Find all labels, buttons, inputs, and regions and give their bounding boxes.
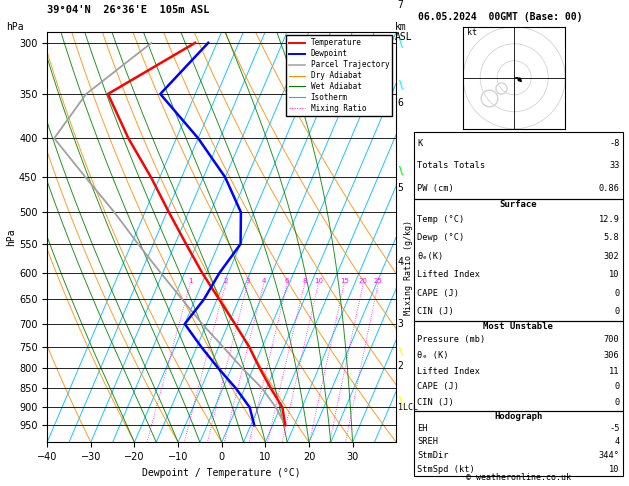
- Text: 6: 6: [285, 278, 289, 284]
- Text: 10: 10: [609, 270, 620, 279]
- Text: 10: 10: [314, 278, 323, 284]
- Text: Temp (°C): Temp (°C): [417, 215, 464, 224]
- Text: 306: 306: [604, 351, 620, 360]
- Text: \: \: [399, 39, 403, 49]
- Text: 8: 8: [303, 278, 307, 284]
- Text: 0: 0: [615, 382, 620, 391]
- Text: \: \: [399, 396, 403, 406]
- Text: 6: 6: [398, 98, 403, 108]
- Text: θₑ(K): θₑ(K): [417, 252, 443, 260]
- Text: 7: 7: [398, 0, 403, 10]
- Text: 10: 10: [609, 465, 620, 474]
- Text: 12.9: 12.9: [599, 215, 620, 224]
- Text: \: \: [399, 347, 403, 357]
- Text: \: \: [399, 80, 403, 90]
- Text: SREH: SREH: [417, 437, 438, 447]
- Text: -5: -5: [609, 424, 620, 433]
- Text: 4: 4: [262, 278, 266, 284]
- Text: Totals Totals: Totals Totals: [417, 161, 486, 170]
- Text: 0: 0: [615, 289, 620, 297]
- Text: CAPE (J): CAPE (J): [417, 289, 459, 297]
- Text: Most Unstable: Most Unstable: [483, 322, 554, 330]
- Text: 20: 20: [359, 278, 367, 284]
- Text: Lifted Index: Lifted Index: [417, 270, 480, 279]
- Text: -8: -8: [609, 139, 620, 148]
- Text: kt: kt: [467, 28, 477, 37]
- Text: 1: 1: [188, 278, 192, 284]
- Text: 0.86: 0.86: [599, 184, 620, 192]
- Text: CIN (J): CIN (J): [417, 307, 454, 316]
- Text: Lifted Index: Lifted Index: [417, 366, 480, 376]
- Text: 15: 15: [340, 278, 348, 284]
- Text: 302: 302: [604, 252, 620, 260]
- Text: StmSpd (kt): StmSpd (kt): [417, 465, 475, 474]
- Text: CIN (J): CIN (J): [417, 398, 454, 407]
- Text: ASL: ASL: [394, 32, 412, 42]
- Text: 5: 5: [398, 183, 403, 192]
- Text: Dewp (°C): Dewp (°C): [417, 233, 464, 242]
- Text: 344°: 344°: [599, 451, 620, 460]
- Text: 5.8: 5.8: [604, 233, 620, 242]
- Text: 2: 2: [223, 278, 228, 284]
- Text: 39°04'N  26°36'E  105m ASL: 39°04'N 26°36'E 105m ASL: [47, 4, 209, 15]
- Text: 0: 0: [615, 398, 620, 407]
- Text: km: km: [394, 22, 406, 32]
- Text: 3: 3: [398, 319, 403, 329]
- Text: 0: 0: [615, 307, 620, 316]
- Text: 700: 700: [604, 335, 620, 344]
- Text: \: \: [399, 166, 403, 176]
- Text: Surface: Surface: [499, 200, 537, 209]
- Text: Hodograph: Hodograph: [494, 412, 542, 420]
- Text: hPa: hPa: [6, 22, 24, 32]
- Text: 06.05.2024  00GMT (Base: 00): 06.05.2024 00GMT (Base: 00): [418, 12, 583, 22]
- Text: Pressure (mb): Pressure (mb): [417, 335, 486, 344]
- X-axis label: Dewpoint / Temperature (°C): Dewpoint / Temperature (°C): [142, 468, 301, 478]
- Text: 4: 4: [398, 257, 403, 266]
- Legend: Temperature, Dewpoint, Parcel Trajectory, Dry Adiabat, Wet Adiabat, Isotherm, Mi: Temperature, Dewpoint, Parcel Trajectory…: [286, 35, 392, 116]
- Text: CAPE (J): CAPE (J): [417, 382, 459, 391]
- Text: 2: 2: [398, 361, 403, 371]
- Text: K: K: [417, 139, 422, 148]
- Text: 25: 25: [374, 278, 382, 284]
- Y-axis label: hPa: hPa: [6, 228, 16, 246]
- Text: Mixing Ratio (g/kg): Mixing Ratio (g/kg): [404, 220, 413, 315]
- Text: 33: 33: [609, 161, 620, 170]
- Text: PW (cm): PW (cm): [417, 184, 454, 192]
- Text: 1LCL: 1LCL: [398, 403, 418, 412]
- Text: θₑ (K): θₑ (K): [417, 351, 448, 360]
- Text: 3: 3: [245, 278, 250, 284]
- Text: EH: EH: [417, 424, 428, 433]
- Text: 4: 4: [615, 437, 620, 447]
- Text: StmDir: StmDir: [417, 451, 448, 460]
- Text: © weatheronline.co.uk: © weatheronline.co.uk: [466, 473, 571, 482]
- Text: 11: 11: [609, 366, 620, 376]
